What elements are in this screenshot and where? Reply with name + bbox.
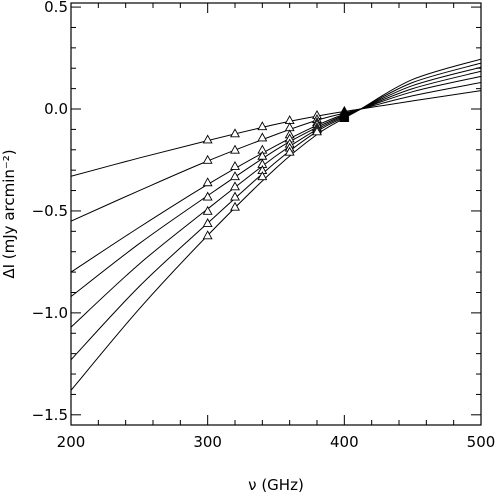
data-point-7-6 [339, 113, 350, 122]
data-point-1-2 [230, 128, 240, 138]
y-tick-label: −1.0 [32, 304, 68, 322]
x-axis-ticks: 200 300 400 500 [57, 3, 496, 451]
x-tick-label: 500 [467, 433, 496, 451]
y-tick-label: 0.0 [44, 100, 68, 118]
series-line-7 [71, 58, 481, 391]
data-point-6-1 [202, 218, 213, 227]
plot-markers [202, 105, 350, 240]
series-line-2 [71, 82, 481, 222]
data-point-2-1 [202, 154, 213, 164]
series-line-5 [71, 66, 481, 328]
data-point-6-2 [230, 191, 240, 201]
data-point-2-2 [230, 144, 240, 154]
x-axis-label: ν (GHz) [248, 476, 304, 494]
y-axis-label: ΔI (mJy arcmin⁻²) [0, 149, 18, 278]
data-point-5-1 [202, 205, 213, 215]
x-tick-label: 300 [193, 433, 222, 451]
series-line-1 [71, 90, 481, 177]
series-line-4 [71, 70, 481, 297]
y-tick-label: −1.5 [32, 406, 68, 424]
data-point-7-2 [230, 201, 240, 211]
plot-frame [70, 2, 482, 426]
data-point-2-3 [257, 132, 268, 142]
data-point-1-1 [202, 134, 213, 144]
y-axis-ticks: −1.5 −1.0 −0.5 0.0 0.5 [32, 0, 481, 424]
data-point-7-3 [257, 171, 268, 181]
y-tick-label: 0.5 [44, 0, 68, 16]
series-line-6 [71, 62, 481, 361]
x-tick-label: 400 [330, 433, 359, 451]
series-line-3 [71, 75, 481, 273]
data-point-7-1 [202, 230, 213, 240]
plot-curves [71, 58, 481, 391]
data-point-5-2 [230, 181, 240, 191]
data-point-3-1 [202, 177, 213, 187]
data-point-7-5 [312, 126, 322, 136]
data-point-4-2 [230, 171, 240, 181]
data-point-1-3 [257, 121, 268, 131]
x-tick-label: 200 [57, 433, 86, 451]
y-tick-label: −0.5 [32, 202, 68, 220]
data-point-3-2 [230, 160, 240, 170]
data-point-7-4 [284, 146, 295, 156]
data-point-4-1 [202, 191, 213, 201]
